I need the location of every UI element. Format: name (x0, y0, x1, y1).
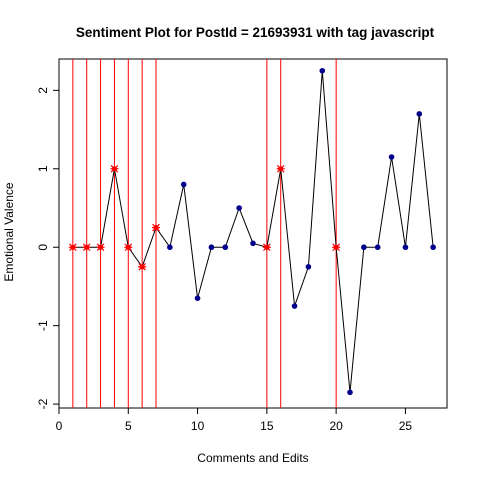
comment-point-17 (292, 303, 298, 309)
x-tick-label-25: 25 (399, 419, 413, 433)
edit-point-5 (124, 244, 132, 251)
x-tick-label-20: 20 (329, 419, 343, 433)
comment-point-19 (319, 68, 325, 74)
x-tick-label-10: 10 (191, 419, 205, 433)
x-axis-label: Comments and Edits (197, 451, 308, 465)
comment-point-9 (181, 182, 187, 188)
y-axis-label: Emotional Valence (2, 182, 16, 281)
plot-frame (59, 59, 447, 408)
edit-point-6 (138, 263, 146, 270)
series-polyline (73, 71, 433, 393)
edit-point-4 (110, 165, 118, 172)
y-tick-label-1: 1 (36, 165, 50, 172)
edit-point-1 (69, 244, 77, 251)
comment-point-8 (167, 244, 173, 250)
comment-point-18 (306, 264, 312, 270)
x-axis: 0 5 10 15 20 25 (56, 408, 413, 433)
y-tick-label--1: -1 (36, 320, 50, 331)
chart-title: Sentiment Plot for PostId = 21693931 wit… (76, 25, 435, 40)
edit-point-2 (83, 244, 91, 251)
y-axis: -2 -1 0 1 2 (36, 87, 59, 410)
vertical-lines (73, 59, 336, 408)
y-tick-label-2: 2 (36, 87, 50, 94)
comment-point-23 (375, 244, 381, 250)
comment-point-13 (236, 205, 242, 211)
x-tick-label-5: 5 (125, 419, 132, 433)
comment-point-12 (222, 244, 228, 250)
edit-point-16 (277, 165, 285, 172)
edit-point-20 (332, 244, 340, 251)
edit-point-3 (97, 244, 105, 251)
comment-point-21 (347, 390, 353, 396)
comment-point-27 (430, 244, 436, 250)
comment-point-24 (389, 154, 395, 160)
comment-point-10 (195, 295, 201, 301)
y-tick-label-0: 0 (36, 244, 50, 251)
x-tick-label-0: 0 (56, 419, 63, 433)
series-line (73, 71, 433, 393)
comment-point-25 (403, 244, 409, 250)
comment-point-26 (416, 111, 422, 117)
y-tick-label--2: -2 (36, 398, 50, 409)
data-points (69, 68, 436, 395)
x-tick-label-15: 15 (260, 419, 274, 433)
edit-point-15 (263, 244, 271, 251)
comment-point-11 (209, 244, 215, 250)
edit-point-7 (152, 224, 160, 231)
comment-point-14 (250, 241, 256, 247)
comment-point-22 (361, 244, 367, 250)
